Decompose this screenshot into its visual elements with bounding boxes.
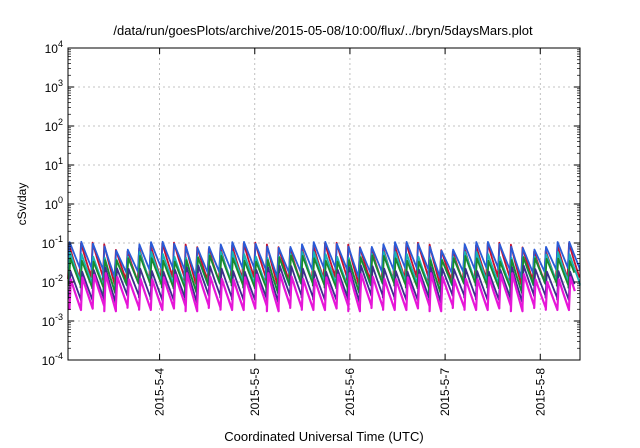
x-tick-label: 2015-5-6 <box>343 368 357 416</box>
x-tick-label: 2015-5-8 <box>533 368 547 416</box>
x-tick-label: 2015-5-5 <box>248 368 262 416</box>
series-line <box>68 254 576 295</box>
y-axis-ticks: 10-4 10-3 10-2 10-1 100 101 102 103 104 <box>42 39 580 368</box>
data-series <box>67 240 581 313</box>
y-axis-label: cSv/day <box>15 183 29 226</box>
y-tick-label: 103 <box>45 78 63 95</box>
x-tick-label: 2015-5-7 <box>438 368 452 416</box>
series-line <box>67 240 581 279</box>
series-line <box>67 241 581 285</box>
y-tick-label: 104 <box>45 39 63 56</box>
grid-lines <box>68 48 580 360</box>
y-tick-label: 102 <box>45 117 63 134</box>
x-axis-ticks: 2015-5-4 2015-5-5 2015-5-6 2015-5-7 2015-5-8 <box>153 48 547 416</box>
y-tick-label: 10-3 <box>42 312 63 329</box>
y-tick-label: 100 <box>45 195 63 212</box>
x-tick-label: 2015-5-4 <box>153 368 167 416</box>
y-tick-label: 101 <box>45 156 63 173</box>
y-tick-label: 10-4 <box>42 351 63 368</box>
y-tick-label: 10-1 <box>42 234 63 251</box>
chart-title: /data/run/goesPlots/archive/2015-05-08/1… <box>113 23 533 38</box>
x-axis-label: Coordinated Universal Time (UTC) <box>224 429 423 444</box>
y-tick-label: 10-2 <box>42 273 63 290</box>
series-line <box>68 272 576 313</box>
